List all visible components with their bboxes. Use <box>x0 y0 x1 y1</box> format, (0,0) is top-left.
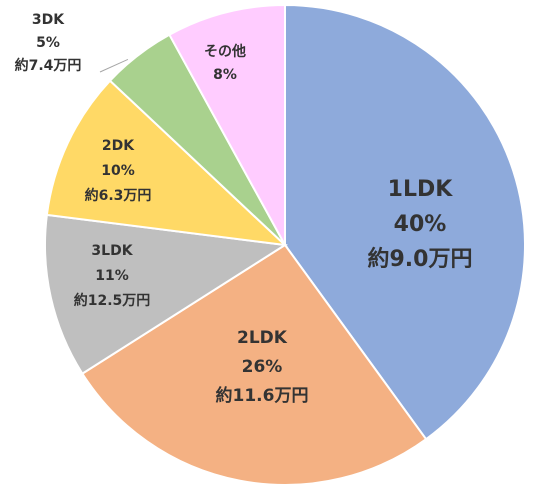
slice-label-price-label: 約11.6万円 <box>216 385 309 406</box>
slice-label-3dk: 3DK 5% 約7.4万円 <box>15 12 82 74</box>
slice-label-percent-label: 11% <box>95 268 129 284</box>
pie-slice-3ldk <box>44 213 288 375</box>
slice-label-price-label: 約6.3万円 <box>85 187 152 204</box>
slice-label-percent-label: 5% <box>36 35 60 51</box>
slice-label-name: 2LDK <box>237 328 288 348</box>
slice-label-percent-label: 40% <box>394 212 447 237</box>
slice-label-3ldk: 3LDK 11% 約12.5万円 <box>74 243 151 309</box>
slice-label-name: その他 <box>204 43 246 60</box>
labels-layer: 1LDK 40% 約9.0万円 2LDK 26% 約11.6万円 3LDK 11% 約12.5万… <box>15 12 473 406</box>
slices-layer <box>44 3 526 486</box>
slice-label-percent-label: 8% <box>213 67 237 83</box>
slice-label-other-5: その他 8% <box>204 43 246 83</box>
slice-label-name: 3DK <box>32 12 65 28</box>
pie-slice-other-5 <box>168 3 286 246</box>
pie-slice-2dk <box>45 79 288 247</box>
slice-label-price-label: 約12.5万円 <box>74 292 151 309</box>
slice-label-percent-label: 26% <box>242 357 283 377</box>
pie-slice-2ldk <box>80 243 428 486</box>
pie-slice-1ldk <box>284 3 526 441</box>
leader-line-3dk <box>99 58 129 73</box>
slice-label-1ldk: 1LDK 40% 約9.0万円 <box>368 177 473 272</box>
slice-label-name: 1LDK <box>388 177 454 202</box>
slice-label-name: 2DK <box>102 138 135 154</box>
slice-label-2dk: 2DK 10% 約6.3万円 <box>85 138 152 204</box>
slice-label-price-label: 約7.4万円 <box>15 57 82 74</box>
slice-label-name: 3LDK <box>91 243 133 259</box>
leader-lines-layer <box>99 58 129 73</box>
slice-label-2ldk: 2LDK 26% 約11.6万円 <box>216 328 309 406</box>
slice-label-percent-label: 10% <box>101 163 135 179</box>
slice-label-price-label: 約9.0万円 <box>368 246 473 272</box>
